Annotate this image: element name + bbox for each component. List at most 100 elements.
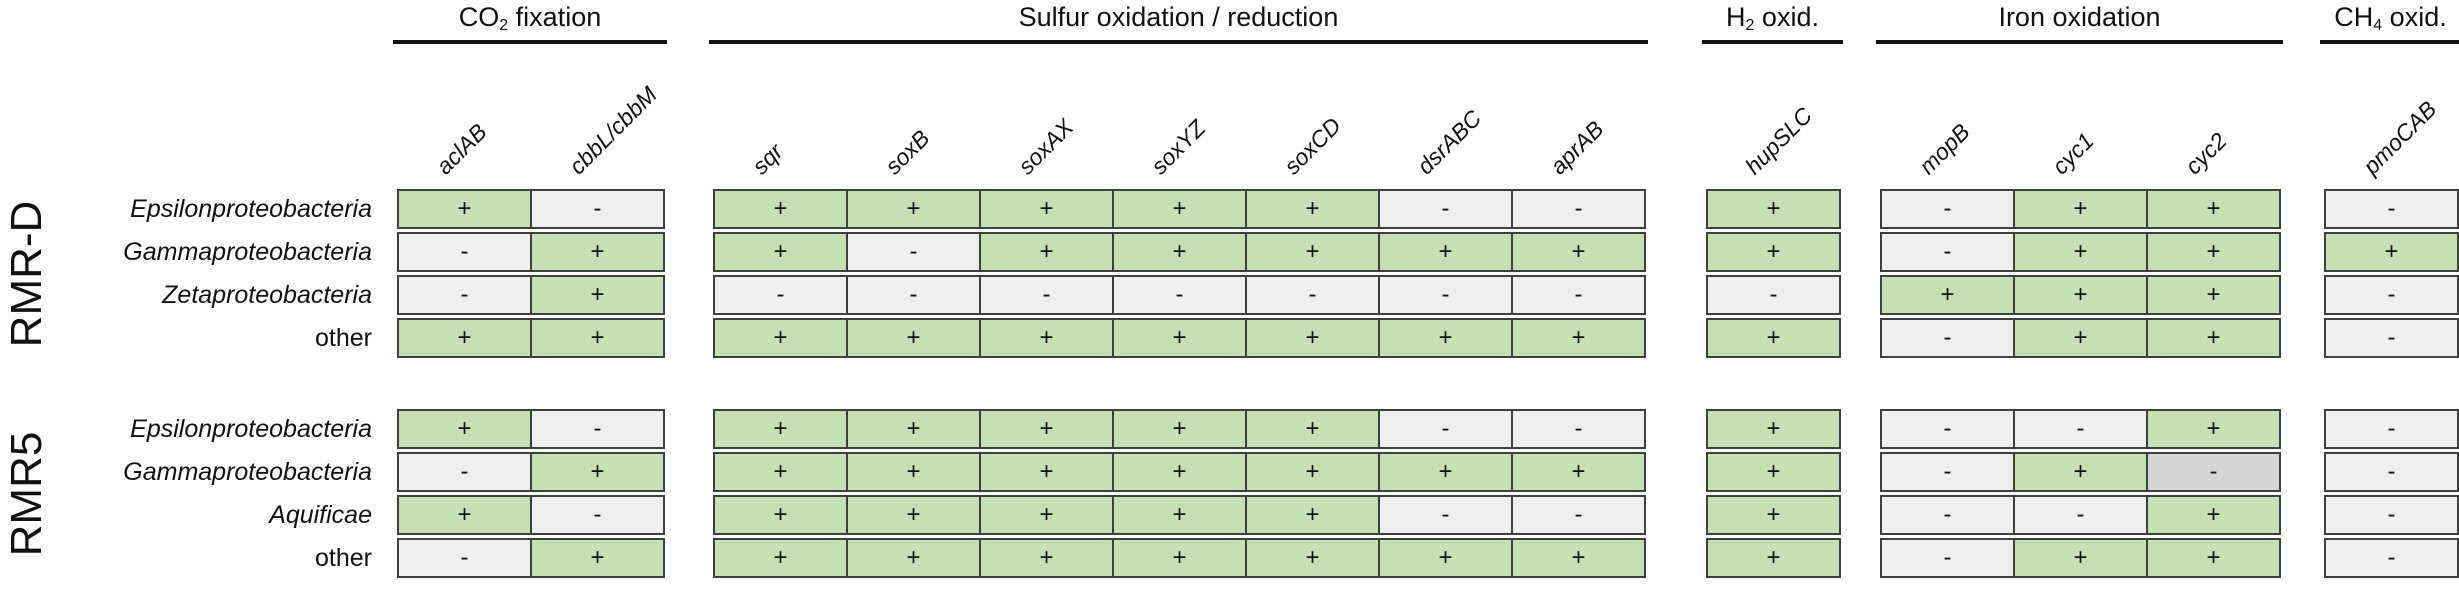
presence-cell: - (1378, 275, 1513, 315)
row-label: Zetaproteobacteria (162, 281, 372, 309)
presence-cell: + (979, 318, 1114, 358)
presence-cell: + (397, 409, 532, 449)
presence-cell: + (1511, 318, 1646, 358)
presence-cell: + (1511, 452, 1646, 492)
gene-label: soxCD (1278, 112, 1346, 180)
group-underline (709, 40, 1648, 44)
presence-cell: + (979, 452, 1114, 492)
presence-cell: + (530, 318, 665, 358)
gene-label: aprAB (1544, 115, 1609, 180)
group-title: H2 oxid. (1702, 0, 1843, 34)
presence-cell: + (713, 452, 848, 492)
presence-cell: + (2146, 189, 2281, 229)
group-title: Sulfur oxidation / reduction (709, 0, 1648, 34)
presence-cell: + (397, 318, 532, 358)
presence-cell: + (713, 538, 848, 578)
presence-cell: + (1112, 538, 1247, 578)
row-label: other (315, 544, 372, 572)
presence-cell: + (979, 189, 1114, 229)
presence-cell: - (2324, 452, 2459, 492)
presence-cell: - (1511, 495, 1646, 535)
presence-cell: + (846, 495, 981, 535)
presence-cell: + (979, 495, 1114, 535)
presence-cell: - (1245, 275, 1380, 315)
presence-cell: - (713, 275, 848, 315)
group-title: CO2 fixation (393, 0, 667, 34)
presence-cell: + (397, 189, 532, 229)
presence-cell: + (846, 452, 981, 492)
gene-label: hupSLC (1739, 102, 1817, 180)
presence-cell: - (2324, 318, 2459, 358)
presence-cell: + (530, 452, 665, 492)
presence-cell: + (2013, 189, 2148, 229)
presence-cell: + (1245, 189, 1380, 229)
presence-cell: - (1706, 275, 1841, 315)
presence-cell: - (1378, 189, 1513, 229)
row-label: Aquificae (269, 501, 372, 529)
group-underline (1876, 40, 2283, 44)
presence-cell: + (1112, 452, 1247, 492)
presence-cell: + (1706, 452, 1841, 492)
presence-cell: + (979, 538, 1114, 578)
presence-cell: + (979, 409, 1114, 449)
gene-label: cbbL/cbbM (563, 81, 662, 180)
presence-cell: + (846, 409, 981, 449)
presence-cell: - (1112, 275, 1247, 315)
presence-cell: + (1378, 538, 1513, 578)
presence-cell: + (1112, 409, 1247, 449)
presence-cell: + (1112, 318, 1247, 358)
presence-cell: + (713, 232, 848, 272)
group-underline (2320, 40, 2459, 44)
presence-cell: - (2013, 409, 2148, 449)
gene-label: aclAB (430, 118, 492, 180)
presence-cell: + (846, 538, 981, 578)
presence-cell: - (2146, 452, 2281, 492)
presence-cell: + (1245, 232, 1380, 272)
presence-cell: + (2146, 495, 2281, 535)
presence-cell: + (1245, 409, 1380, 449)
gene-label: soxAX (1012, 113, 1078, 180)
presence-cell: - (530, 495, 665, 535)
presence-cell: - (2324, 495, 2459, 535)
presence-cell: - (846, 275, 981, 315)
presence-cell: + (713, 495, 848, 535)
group-title-text: Sulfur oxidation / reduction (1018, 2, 1339, 32)
presence-cell: + (1706, 538, 1841, 578)
presence-cell: - (2013, 495, 2148, 535)
presence-cell: - (1511, 189, 1646, 229)
row-label: Gammaproteobacteria (123, 238, 372, 266)
gene-label: soxB (879, 124, 934, 180)
presence-cell: + (2013, 318, 2148, 358)
presence-cell: + (846, 189, 981, 229)
presence-cell: - (979, 275, 1114, 315)
presence-cell: - (1511, 275, 1646, 315)
presence-cell: - (1378, 495, 1513, 535)
presence-cell: + (713, 409, 848, 449)
presence-cell: + (1706, 495, 1841, 535)
gene-label: dsrABC (1411, 104, 1486, 180)
group-title-text: H (1726, 2, 1746, 32)
presence-cell: + (1378, 318, 1513, 358)
presence-cell: + (2146, 318, 2281, 358)
presence-cell: + (397, 495, 532, 535)
presence-cell: + (713, 189, 848, 229)
group-title: CH4 oxid. (2320, 0, 2459, 34)
presence-cell: - (1880, 318, 2015, 358)
gene-label: soxYZ (1145, 114, 1210, 180)
presence-cell: + (1378, 232, 1513, 272)
presence-cell: - (1880, 232, 2015, 272)
presence-cell: + (979, 232, 1114, 272)
presence-cell: - (1511, 409, 1646, 449)
presence-cell: + (2146, 409, 2281, 449)
row-label: Gammaproteobacteria (123, 458, 372, 486)
row-label: Epsilonproteobacteria (130, 415, 372, 443)
group-title-suffix: oxid. (2382, 2, 2447, 32)
presence-cell: + (2146, 232, 2281, 272)
presence-cell: - (1880, 409, 2015, 449)
presence-cell: - (2324, 189, 2459, 229)
presence-cell: + (1706, 189, 1841, 229)
group-title-text: CO (458, 2, 500, 32)
presence-cell: + (1511, 538, 1646, 578)
presence-cell: + (530, 275, 665, 315)
